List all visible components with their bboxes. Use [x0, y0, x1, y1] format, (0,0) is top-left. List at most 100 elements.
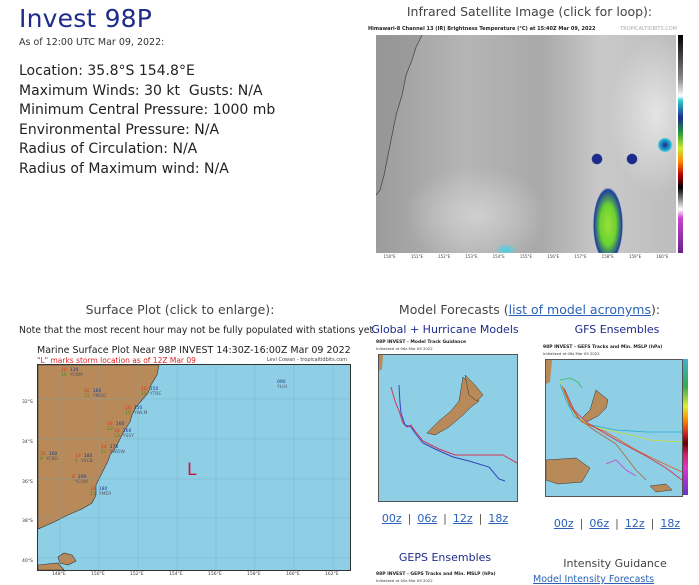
station-obs: 20 130 16 YCNM — [61, 368, 83, 378]
surface-plot-link[interactable]: Marine Surface Plot Near 98P INVEST 14:3… — [20, 345, 351, 585]
gefs-graphics — [546, 360, 682, 493]
tick: 158°E — [247, 572, 261, 577]
station-obs: 8 290 YCOM — [72, 475, 89, 485]
global-models-heading: Global + Hurricane Models — [371, 323, 519, 336]
heading-text: Model Forecasts ( — [398, 302, 509, 317]
tick: 150°E — [383, 254, 396, 259]
surface-map-graphics — [38, 365, 350, 570]
station-obs: 18 150 15 YWLM — [125, 406, 148, 416]
satellite-caption: Himawari-8 Channel 13 (IR) Brightness Te… — [368, 26, 691, 34]
tick: 32°S — [22, 400, 33, 405]
storm-location: Location: 35.8°S 154.8°E — [19, 63, 195, 79]
satellite-image-link[interactable]: Himawari-8 Channel 13 (IR) Brightness Te… — [368, 26, 691, 259]
satellite-caption-text: Himawari-8 Channel 13 (IR) Brightness Te… — [368, 26, 596, 32]
gefs-00z-link[interactable]: 00z — [553, 517, 574, 530]
storm-title: Invest 98P — [19, 4, 153, 33]
gefs-links: 00z | 06z | 12z | 18z — [537, 517, 697, 530]
surface-plot-title: Marine Surface Plot Near 98P INVEST 14:3… — [37, 345, 351, 356]
image-caption: 98P INVEST - Model Track Guidance — [376, 340, 467, 345]
station-obs: 18 160 13 — [107, 422, 125, 432]
model-forecasts-heading: Model Forecasts (list of model acronyms)… — [360, 302, 699, 317]
separator: | — [478, 512, 483, 525]
gefs-06z-link[interactable]: 06z — [589, 517, 610, 530]
image-subcaption: Initialized at 06z Mar 09 2022 — [543, 351, 600, 356]
gefs-18z-link[interactable]: 18z — [660, 517, 681, 530]
geps-image-caption[interactable]: 98P INVEST - GEPS Tracks and Min. MSLP (… — [376, 572, 496, 577]
separator: | — [579, 517, 584, 530]
surface-plot-subtitle: "L" marks storm location as of 12Z Mar 0… — [37, 356, 196, 365]
separator: | — [650, 517, 655, 530]
tick: 158°E — [601, 254, 614, 259]
tick: 152°E — [438, 254, 451, 259]
station-obs: 14 170 11 YWOW — [101, 445, 125, 455]
storm-max-winds: Maximum Winds: 30 kt Gusts: N/A — [19, 82, 263, 99]
satellite-ir-image — [376, 35, 676, 253]
temperature-colorbar — [678, 35, 683, 253]
tick: 155°E — [519, 254, 533, 259]
separator: | — [615, 517, 619, 530]
model-intensity-forecasts-link[interactable]: Model Intensity Forecasts — [533, 574, 655, 585]
storm-location-marker: L — [187, 460, 197, 480]
global-18z-link[interactable]: 18z — [488, 512, 509, 525]
surface-plot-note: Note that the most recent hour may not b… — [19, 325, 377, 336]
image-caption: 98P INVEST - GEFS Tracks and Min. MSLP (… — [543, 345, 663, 350]
tick: 159°E — [628, 254, 642, 259]
satellite-heading: Infrared Satellite Image (click for loop… — [406, 4, 653, 19]
gefs-tracks-image[interactable]: 98P INVEST - GEFS Tracks and Min. MSLP (… — [537, 345, 697, 503]
model-track-guidance-image[interactable]: 98P INVEST - Model Track Guidance Initia… — [370, 340, 520, 502]
station-obs: 16 160 8 YCBG — [40, 452, 59, 462]
global-00z-link[interactable]: 00z — [381, 512, 402, 525]
tick: 154°E — [492, 254, 505, 259]
tick: 153°E — [465, 254, 478, 259]
mslp-colorbar — [683, 359, 688, 495]
storm-radius-max-wind: Radius of Maximum wind: N/A — [19, 160, 229, 177]
separator: | — [407, 512, 412, 525]
tick: 38°S — [22, 519, 33, 524]
tick: 40°S — [22, 559, 33, 564]
storm-radius-circulation: Radius of Circulation: N/A — [19, 141, 198, 157]
tick: 156°E — [208, 572, 222, 577]
image-subcaption: Initialized at 06z Mar 09 2022 — [376, 346, 433, 351]
satellite-credit: TROPICALTIDBITS.COM — [620, 26, 677, 32]
satellite-x-axis: 150°E 151°E 152°E 153°E 154°E 155°E 156°… — [376, 254, 676, 259]
tick: 34°S — [22, 440, 33, 445]
tick: 156°E — [547, 254, 560, 259]
gfs-ensembles-heading: GFS Ensembles — [574, 323, 660, 336]
surface-plot-heading: Surface Plot (click to enlarge): — [85, 302, 275, 317]
model-acronyms-link[interactable]: list of model acronyms — [508, 302, 651, 317]
tick: 154°E — [169, 572, 183, 577]
gefs-12z-link[interactable]: 12z — [624, 517, 645, 530]
tick: 150°E — [91, 572, 105, 577]
tick: 160°E — [656, 254, 669, 259]
geps-image-subcaption: Initialized at 00z Mar 09 2022 — [376, 578, 433, 583]
surface-map: 20 130 16 YCNM 16 160 15 YMDG 16 150 15 YTRE 18 15… — [37, 364, 351, 571]
geps-ensembles-heading: GEPS Ensembles — [398, 551, 492, 564]
storm-env-pressure: Environmental Pressure: N/A — [19, 121, 220, 138]
surface-plot-credit: Levi Cowan - tropicaltidbits.com — [266, 357, 347, 363]
tick: 148°E — [52, 572, 66, 577]
global-06z-link[interactable]: 06z — [417, 512, 438, 525]
surface-y-axis: 32°S 34°S 36°S 38°S 40°S — [20, 364, 37, 569]
track-graphics — [379, 355, 517, 482]
station-obs: 16 150 15 YTRE — [141, 387, 162, 397]
station-obs: 090 YLHI — [277, 380, 287, 390]
separator: | — [443, 512, 447, 525]
tick: 157°E — [574, 254, 587, 259]
station-obs: 13 180 6 YSCB — [75, 454, 93, 464]
as-of-timestamp: As of 12:00 UTC Mar 09, 2022: — [19, 37, 165, 48]
tick: 36°S — [22, 480, 33, 485]
track-map — [378, 354, 518, 502]
tick: 160°E — [286, 572, 300, 577]
global-model-links: 00z | 06z | 12z | 18z — [370, 512, 520, 525]
intensity-guidance-heading: Intensity Guidance — [563, 557, 667, 570]
storm-details: Location: 35.8°S 154.8°E Maximum Winds: … — [19, 62, 275, 179]
global-12z-link[interactable]: 12z — [452, 512, 473, 525]
heading-text: ): — [650, 302, 661, 317]
station-obs: 16 180 13 YMER — [90, 487, 112, 497]
storm-min-pressure: Minimum Central Pressure: 1000 mb — [19, 102, 276, 118]
station-obs: 16 160 15 YMDG — [84, 389, 107, 399]
tick: 152°E — [130, 572, 144, 577]
station-obs: 18 160 13 YSSY — [114, 429, 134, 439]
tick: 151°E — [410, 254, 423, 259]
coastline-outline — [376, 35, 423, 196]
